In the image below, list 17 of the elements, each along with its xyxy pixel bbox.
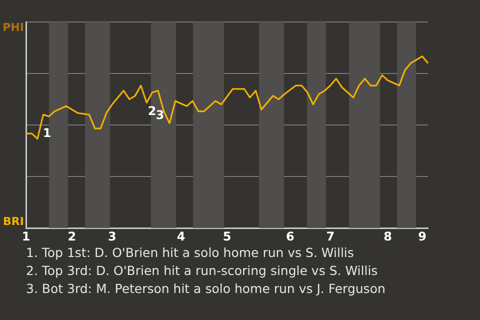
text: 3. Bot 3rd: M. Peterson hit a solo home run vs J. Ferguson	[26, 280, 386, 298]
x-tick-label: 7	[326, 229, 335, 244]
annotation: 2	[148, 104, 156, 118]
text: BRI	[3, 214, 24, 228]
text: 2. Top 3rd: D. O'Brien hit a run-scoring single vs S. Willis	[26, 262, 379, 280]
x-tick-label: 8	[384, 229, 392, 244]
x-tick-label: 6	[286, 229, 294, 244]
x-tick-label: 9	[418, 229, 426, 244]
text: 1. Top 1st: D. O'Brien hit a solo home run vs S. Willis	[26, 244, 355, 262]
annotation: 3	[156, 108, 164, 122]
annotation: 1	[42, 126, 52, 140]
text: PHI	[2, 20, 24, 34]
x-tick-label: 3	[108, 229, 116, 244]
x-tick-label: 5	[222, 229, 232, 244]
x-tick-label: 1	[22, 229, 30, 244]
x-tick-label: 2	[68, 229, 76, 244]
x-tick-label: 4	[176, 229, 186, 244]
